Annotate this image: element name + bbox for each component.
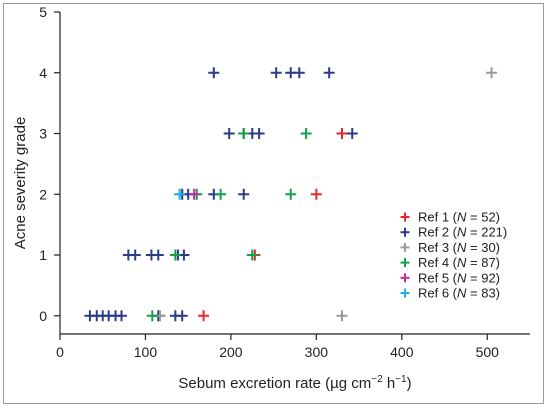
data-point-ref6 [174, 188, 186, 200]
data-point-ref2 [346, 128, 358, 140]
data-point-ref1 [310, 188, 322, 200]
legend-label: Ref 6 (N = 83) [418, 286, 500, 301]
legend-item-ref4: Ref 4 (N = 87) [400, 255, 500, 270]
data-point-ref2 [238, 188, 250, 200]
y-tick-label: 0 [39, 308, 47, 324]
data-point-ref1 [198, 310, 210, 322]
legend-label: Ref 3 (N = 30) [418, 240, 500, 255]
data-point-ref2 [323, 67, 335, 79]
data-point-ref4 [238, 128, 250, 140]
y-tick-label: 2 [39, 186, 47, 202]
data-point-ref4 [300, 128, 312, 140]
data-point-ref2 [270, 67, 282, 79]
legend-label: Ref 5 (N = 92) [418, 270, 500, 285]
data-point-ref4 [146, 310, 158, 322]
legend-label: Ref 2 (N = 221) [418, 225, 507, 240]
x-axis-ticks: 0 100 200 300 400 500 [56, 334, 499, 360]
data-point-ref2 [152, 249, 164, 261]
data-point-ref2 [176, 310, 188, 322]
data-point-ref1 [336, 128, 348, 140]
legend: Ref 1 (N = 52)Ref 2 (N = 221)Ref 3 (N = … [400, 210, 507, 301]
data-point-ref3 [336, 310, 348, 322]
chart-frame [3, 3, 544, 404]
legend-item-ref5: Ref 5 (N = 92) [400, 270, 500, 285]
legend-item-ref6: Ref 6 (N = 83) [400, 286, 500, 301]
data-point-ref4 [285, 188, 297, 200]
x-tick-label: 200 [219, 344, 243, 360]
x-tick-label: 300 [305, 344, 329, 360]
data-point-ref2 [116, 310, 128, 322]
x-tick-label: 400 [390, 344, 414, 360]
y-axis-ticks: 0 1 2 3 4 5 [39, 4, 60, 324]
x-axis-title: Sebum excretion rate (µg cm−2 h−1) [178, 374, 411, 392]
x-axis-title-sup2: −1 [395, 374, 407, 385]
x-axis-title-end: ) [407, 375, 412, 392]
data-point-ref5 [188, 188, 200, 200]
data-point-ref4 [246, 249, 258, 261]
legend-item-ref1: Ref 1 (N = 52) [400, 210, 500, 225]
y-tick-label: 3 [39, 126, 47, 142]
data-point-ref2 [129, 249, 141, 261]
data-point-ref2 [293, 67, 305, 79]
data-point-ref2 [223, 128, 235, 140]
y-tick-label: 5 [39, 4, 47, 20]
data-point-ref4 [169, 249, 181, 261]
x-tick-label: 0 [56, 344, 64, 360]
x-tick-label: 500 [476, 344, 500, 360]
legend-item-ref2: Ref 2 (N = 221) [400, 225, 507, 240]
y-tick-label: 4 [39, 65, 47, 81]
legend-label: Ref 1 (N = 52) [418, 210, 500, 225]
axes [59, 12, 530, 335]
x-tick-label: 100 [134, 344, 158, 360]
legend-label: Ref 4 (N = 87) [418, 255, 500, 270]
data-points [84, 67, 498, 322]
data-point-ref2 [208, 67, 220, 79]
y-tick-label: 1 [39, 247, 47, 263]
x-axis-title-text: Sebum excretion rate (µg cm [178, 375, 371, 392]
data-point-ref2 [253, 128, 265, 140]
y-axis-title: Acne severity grade [12, 117, 29, 250]
legend-item-ref3: Ref 3 (N = 30) [400, 240, 500, 255]
data-point-ref3 [486, 67, 498, 79]
x-axis-title-sup1: −2 [371, 374, 383, 385]
x-axis-title-mid: h [383, 375, 396, 392]
data-point-ref4 [215, 188, 227, 200]
